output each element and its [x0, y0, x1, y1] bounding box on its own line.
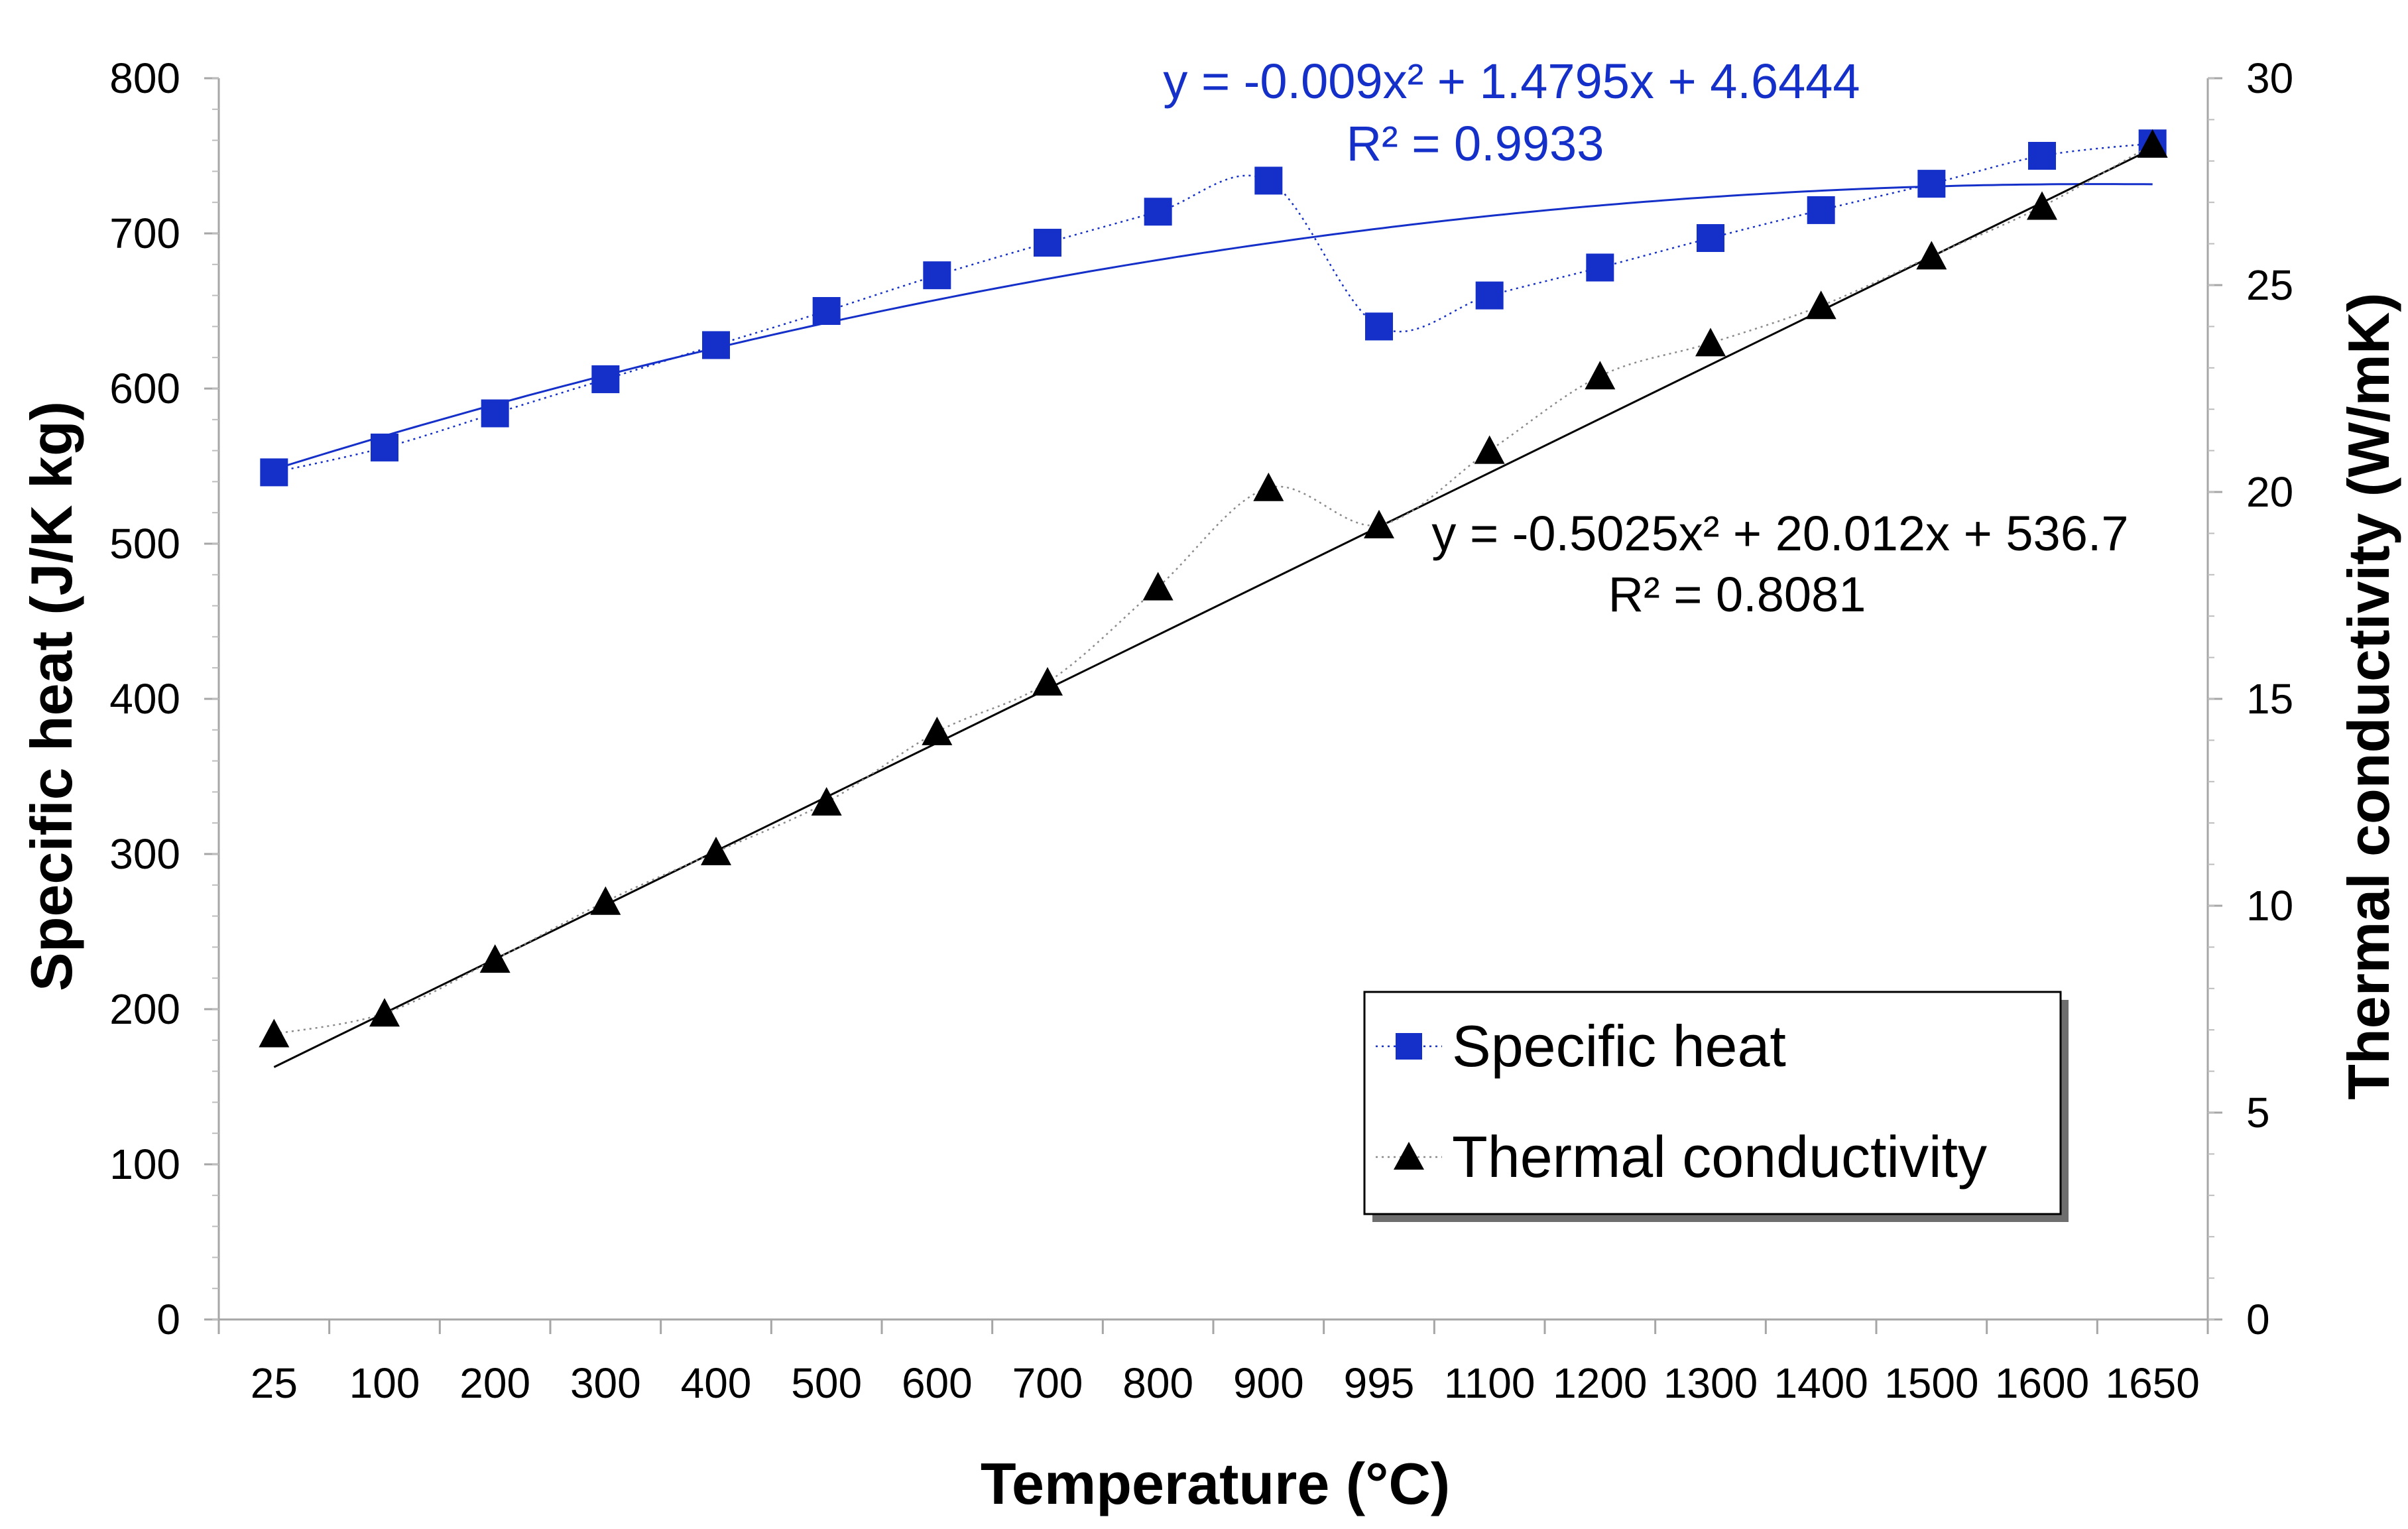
legend-thermal-conductivity-marker — [1394, 1142, 1424, 1170]
y2-tick-label: 5 — [2246, 1089, 2270, 1136]
x-tick-label: 700 — [1012, 1359, 1083, 1407]
specific-heat-trend-r2: R² = 0.9933 — [1347, 116, 1604, 171]
specific-heat-point — [1034, 229, 1061, 257]
specific-heat-point — [2028, 142, 2056, 170]
x-tick-label: 25 — [251, 1359, 298, 1407]
x-tick-label: 600 — [902, 1359, 973, 1407]
specific-heat-point — [702, 331, 730, 359]
specific-heat-point — [481, 399, 509, 428]
y-axis-title: Specific heat (J/K kg) — [19, 401, 84, 991]
thermal-conductivity-point — [1253, 472, 1284, 501]
x-tick-label: 200 — [459, 1359, 530, 1407]
x-tick-label: 800 — [1122, 1359, 1193, 1407]
x-tick-label: 1300 — [1663, 1359, 1758, 1407]
x-tick-label: 300 — [570, 1359, 641, 1407]
thermal-conductivity-point — [1474, 435, 1505, 464]
y-tick-label: 600 — [109, 365, 180, 412]
y-tick-label: 400 — [109, 675, 180, 723]
specific-heat-point — [371, 433, 398, 461]
specific-heat-point — [923, 261, 951, 290]
x-tick-label: 995 — [1344, 1359, 1415, 1407]
specific-heat-point — [591, 365, 620, 393]
thermal-conductivity-point — [1805, 290, 1836, 320]
legend-specific-heat-label: Specific heat — [1452, 1013, 1786, 1079]
y2-axis-title: Thermal conductivity (W/mK) — [2336, 292, 2401, 1099]
thermal-conductivity-point — [259, 1018, 290, 1048]
legend: Specific heat Thermal conductivity — [1363, 991, 2069, 1222]
y-tick-label: 200 — [109, 985, 180, 1033]
thermal-conductivity-point — [1142, 572, 1174, 601]
y-tick-label: 800 — [109, 54, 180, 102]
specific-heat-trendline — [273, 183, 2153, 471]
thermal-conductivity-point — [1364, 509, 1394, 538]
specific-heat-point — [812, 297, 841, 325]
legend-box — [1363, 991, 2062, 1215]
y2-tick-label: 0 — [2246, 1296, 2270, 1343]
y-tick-label: 0 — [156, 1296, 180, 1343]
y2-tick-label: 20 — [2246, 468, 2293, 516]
thermal-conductivity-point — [1695, 328, 1726, 357]
trendline-equations: y = -0.009x² + 1.4795x + 4.6444 R² = 0.9… — [1163, 54, 2128, 622]
thermal-conductivity-trend-r2: R² = 0.8081 — [1608, 567, 1866, 622]
y-tick-label: 500 — [109, 520, 180, 568]
thermal-conductivity-point — [1032, 667, 1063, 696]
legend-thermal-conductivity-label: Thermal conductivity — [1452, 1124, 1987, 1190]
y2-tick-label: 30 — [2246, 54, 2293, 102]
y-tick-label: 700 — [109, 210, 180, 257]
thermal-conductivity-connector — [274, 143, 2153, 1035]
x-tick-label: 1650 — [2105, 1359, 2199, 1407]
x-tick-label: 1400 — [1774, 1359, 1868, 1407]
specific-heat-point — [1144, 198, 1172, 226]
thermal-conductivity-trendline — [273, 147, 2153, 1068]
specific-heat-point — [1254, 166, 1283, 195]
thermal-conductivity-point — [369, 998, 400, 1027]
x-axis-title: Temperature (°C) — [981, 1451, 1450, 1516]
x-tick-label: 400 — [681, 1359, 752, 1407]
specific-heat-point — [1586, 253, 1614, 282]
y-tick-label: 100 — [109, 1140, 180, 1188]
x-tick-label: 1500 — [1884, 1359, 1978, 1407]
thermal-conductivity-point — [1916, 241, 1947, 270]
x-tick-label: 1600 — [1995, 1359, 2089, 1407]
x-tick-label: 900 — [1233, 1359, 1304, 1407]
thermal-conductivity-point — [701, 836, 731, 865]
legend-specific-heat-marker — [1396, 1033, 1422, 1060]
x-tick-label: 1200 — [1553, 1359, 1647, 1407]
thermal-conductivity-point — [2137, 129, 2168, 158]
thermal-conductivity-point — [590, 886, 621, 915]
specific-heat-trend-equation: y = -0.009x² + 1.4795x + 4.6444 — [1163, 54, 1860, 109]
thermal-conductivity-point — [922, 716, 953, 745]
series — [259, 129, 2168, 1048]
specific-heat-point — [1475, 281, 1504, 310]
thermal-conductivity-point — [2027, 191, 2057, 220]
thermal-conductivity-trend-equation: y = -0.5025x² + 20.012x + 536.7 — [1431, 506, 2128, 561]
specific-heat-connector — [274, 143, 2153, 473]
x-tick-label: 500 — [791, 1359, 862, 1407]
y2-tick-label: 25 — [2246, 261, 2293, 309]
specific-heat-point — [1365, 312, 1393, 341]
specific-heat-point — [1697, 224, 1724, 253]
thermal-conductivity-point — [1585, 361, 1616, 390]
x-tick-label: 1100 — [1444, 1359, 1535, 1407]
x-tick-label: 100 — [349, 1359, 420, 1407]
thermal-conductivity-point — [811, 787, 842, 816]
y2-tick-label: 15 — [2246, 675, 2293, 723]
trendlines — [273, 147, 2153, 1068]
specific-heat-point — [1917, 170, 1946, 198]
y2-tick-label: 10 — [2246, 882, 2293, 930]
axes: 0 100 200 300 400 500 600 700 800 0 5 10 15 20 25 30 25 1… — [109, 54, 2293, 1407]
specific-heat-point — [260, 458, 288, 487]
specific-heat-point — [1807, 196, 1835, 224]
thermal-conductivity-point — [479, 944, 511, 973]
y-tick-label: 300 — [109, 830, 180, 878]
